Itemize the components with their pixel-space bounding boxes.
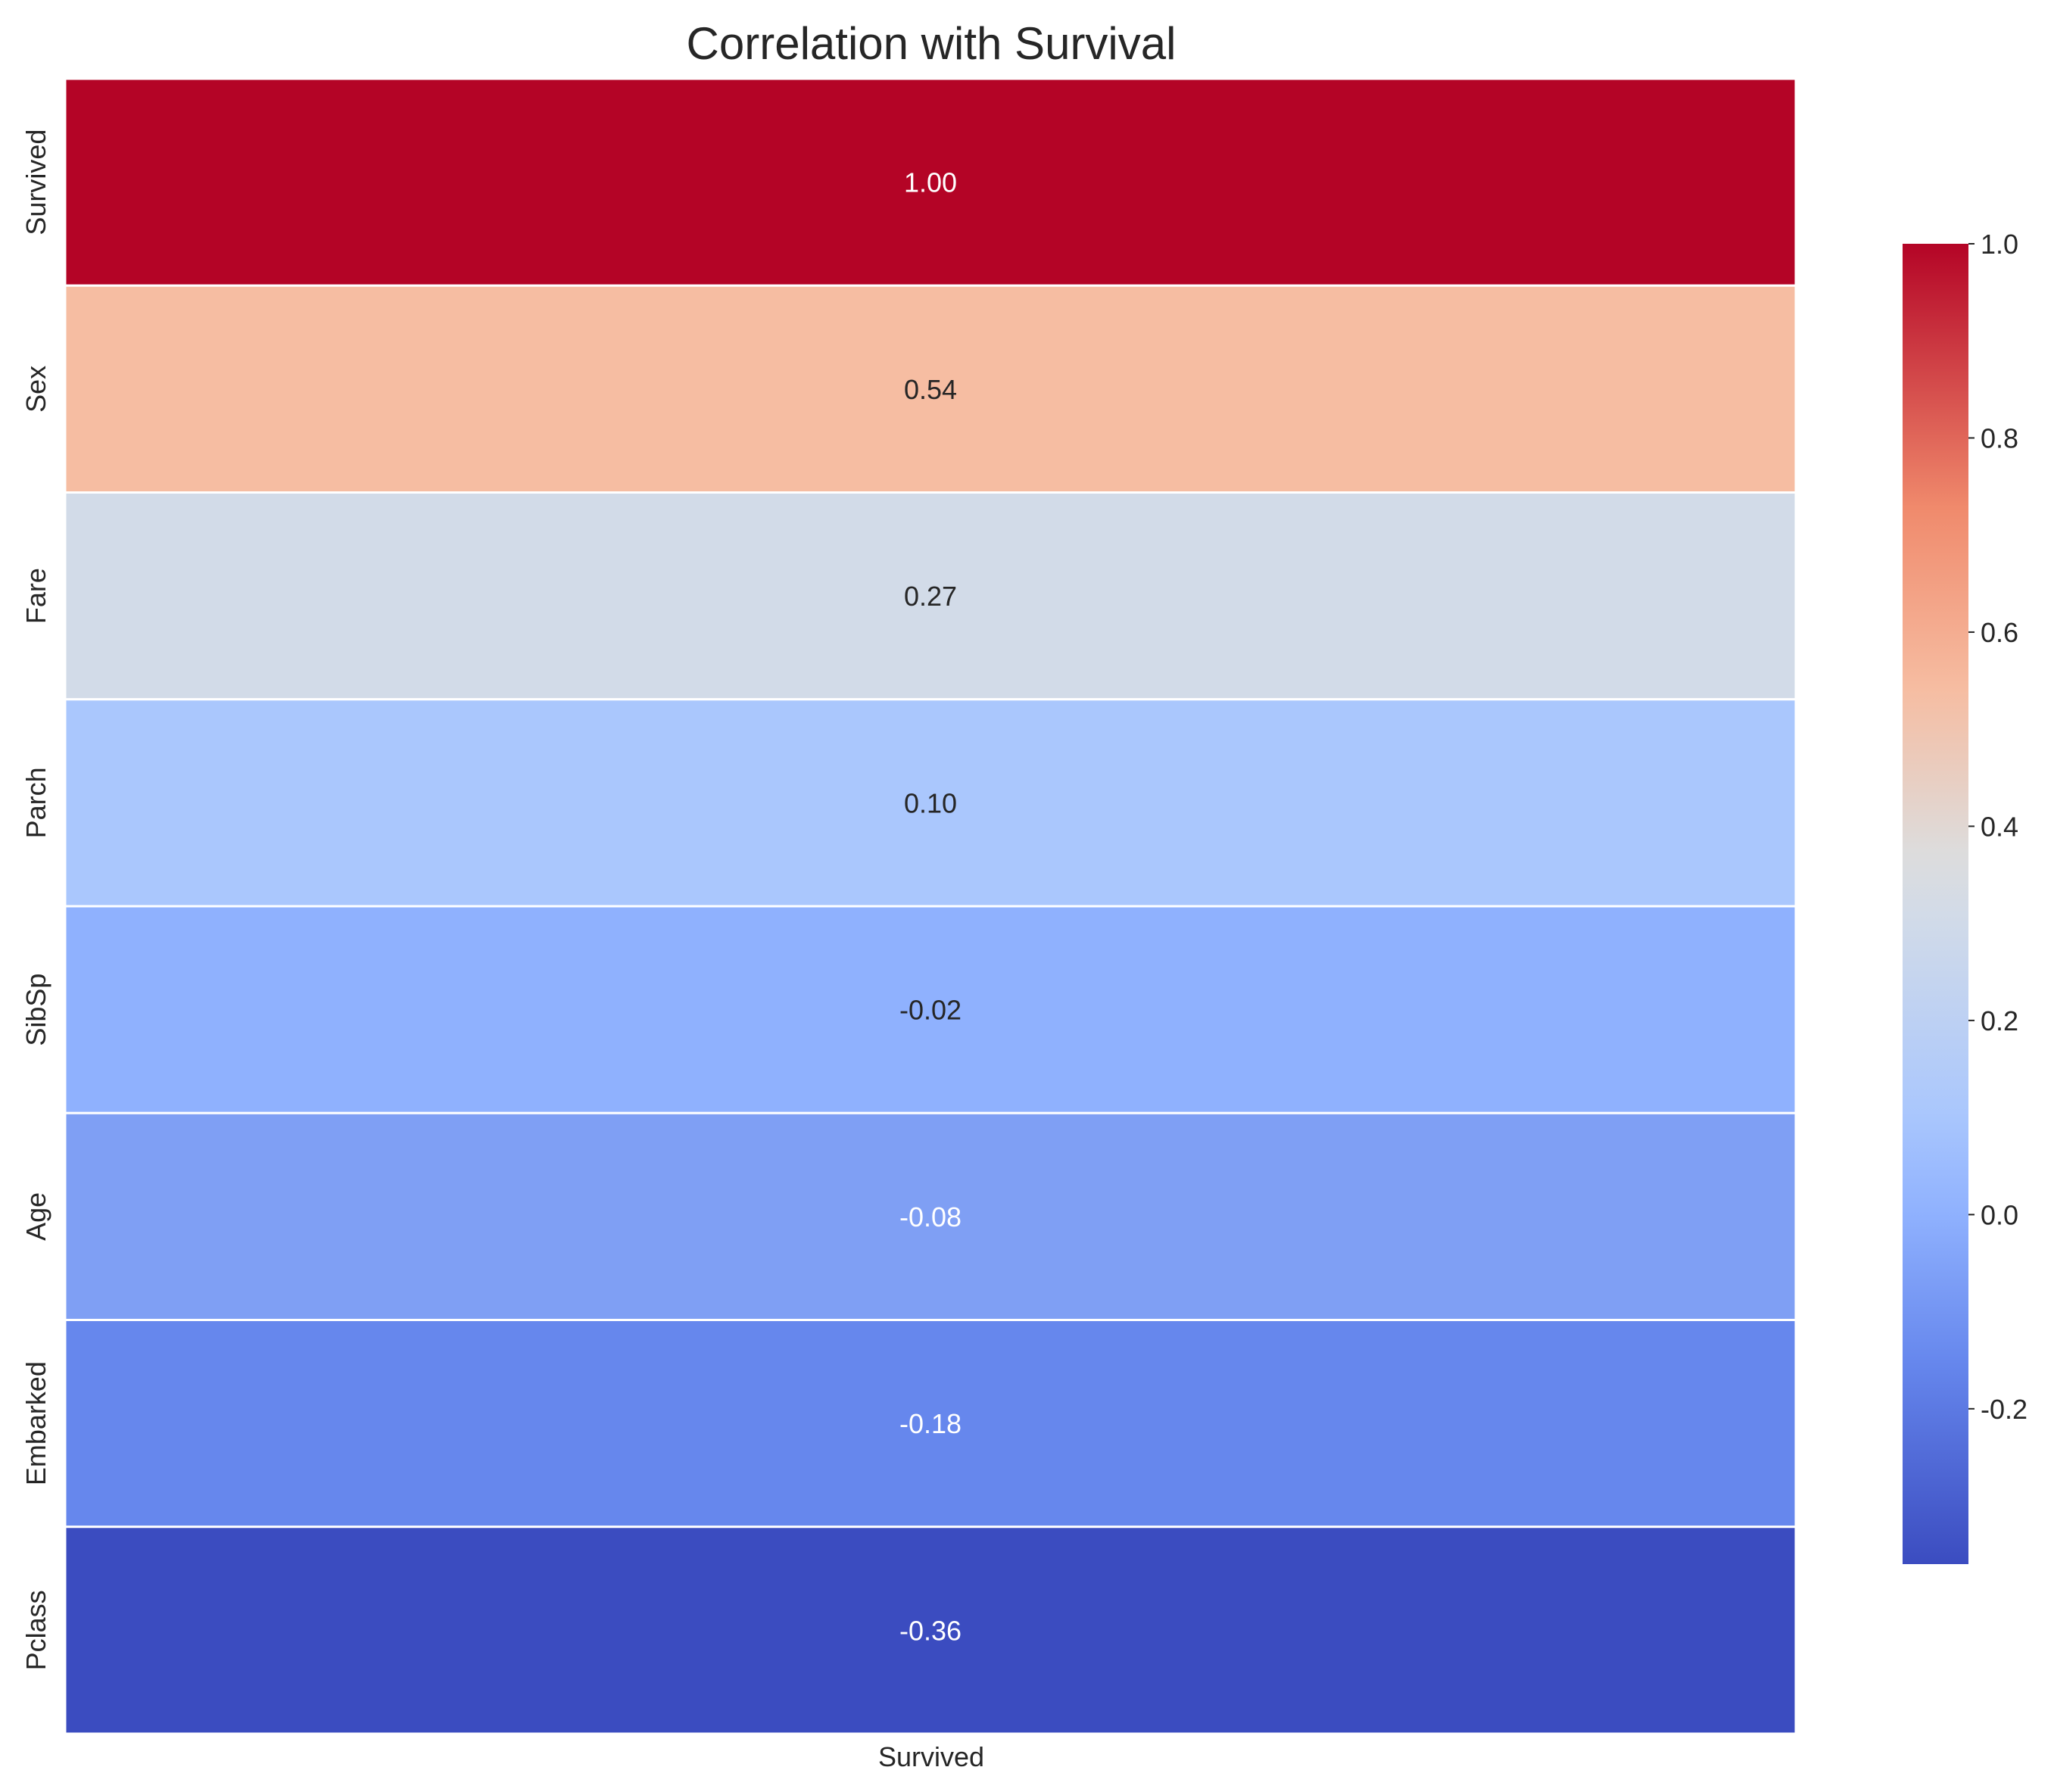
heatmap-cells: 1.00 0.54 0.27 0.10 -0.02 -0.08 -0.18 -0.36: [64, 77, 1797, 1735]
cell-value-label: 1.00: [904, 167, 957, 198]
row-label-age: Age: [20, 1192, 51, 1241]
colorbar-tick-label: 1.0: [1981, 229, 2018, 260]
cell-value-label: -0.18: [899, 1408, 962, 1439]
cell-value-label: -0.02: [899, 995, 962, 1026]
heatmap-cell-parch: [64, 698, 1797, 908]
colorbar-tick-label: -0.2: [1981, 1394, 2028, 1425]
row-label-fare: Fare: [20, 568, 51, 624]
cell-value-label: 0.27: [904, 581, 957, 612]
chart-title: Correlation with Survival: [687, 18, 1177, 69]
colorbar: [1903, 244, 1968, 1564]
cell-value-label: -0.36: [899, 1615, 962, 1646]
colorbar-tick-label: 0.2: [1981, 1005, 2018, 1036]
heatmap-cell-sibsp: [64, 905, 1797, 1114]
column-label: Survived: [878, 1741, 984, 1772]
row-labels: Survived Sex Fare Parch SibSp Age Embarked Pcla…: [20, 129, 51, 1671]
colorbar-ticks: -0.2 0.0 0.2 0.4 0.6 0.8 1.0: [1968, 229, 2028, 1425]
cell-value-label: -0.08: [899, 1201, 962, 1233]
colorbar-tick-label: 0.0: [1981, 1199, 2018, 1230]
heatmap-cell-age: [64, 1111, 1797, 1321]
cell-value-label: 0.10: [904, 787, 957, 818]
colorbar-gradient: [1903, 244, 1968, 1564]
colorbar-tick-label: 0.8: [1981, 422, 2018, 453]
row-label-embarked: Embarked: [20, 1361, 51, 1485]
colorbar-tick-label: 0.4: [1981, 811, 2018, 842]
heatmap-cell-pclass: [64, 1526, 1797, 1735]
colorbar-tick-label: 0.6: [1981, 617, 2018, 648]
heatmap-cell-fare: [64, 491, 1797, 701]
heatmap-cell-embarked: [64, 1319, 1797, 1529]
row-label-parch: Parch: [20, 767, 51, 838]
heatmap-cell-sex: [64, 284, 1797, 494]
row-label-sibsp: SibSp: [20, 974, 51, 1046]
cell-value-label: 0.54: [904, 374, 957, 405]
row-label-pclass: Pclass: [20, 1590, 51, 1670]
row-label-sex: Sex: [20, 366, 51, 413]
row-label-survived: Survived: [20, 129, 51, 235]
heatmap-cell-survived: [64, 77, 1797, 287]
